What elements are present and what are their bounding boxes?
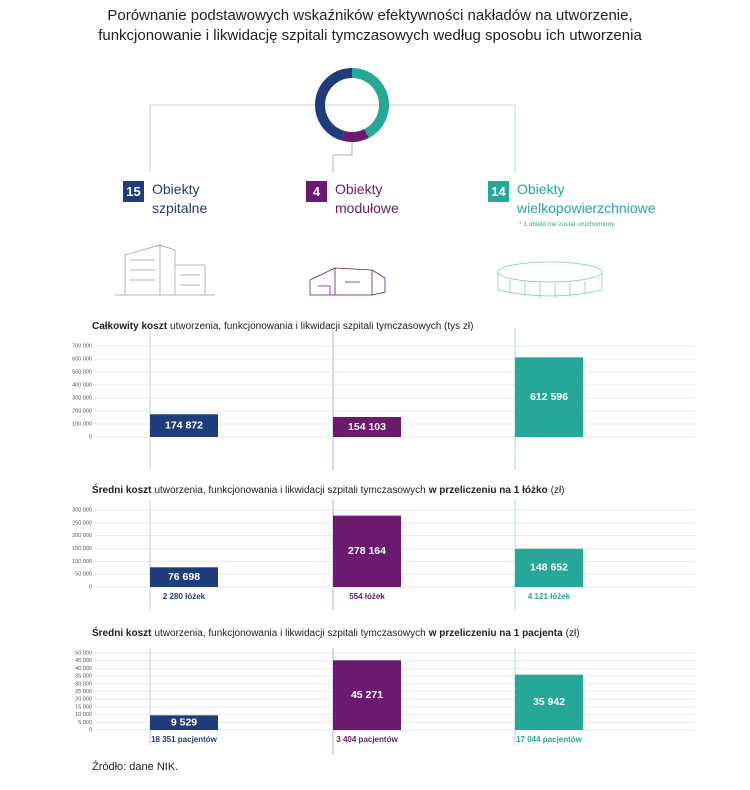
bar [150, 567, 218, 587]
value-label: 154 103 [348, 421, 386, 433]
y-tick-label: 35 000 [75, 674, 92, 680]
y-tick-label: 10 000 [75, 712, 92, 718]
group-count: 4 [306, 181, 327, 202]
bar [515, 357, 583, 437]
y-tick-label: 250 000 [72, 520, 92, 526]
y-tick-label: 40 000 [75, 666, 92, 672]
y-tick-label: 25 000 [75, 689, 92, 695]
title-part: Średni koszt [92, 626, 152, 639]
y-tick-label: 150 000 [72, 546, 92, 552]
y-tick-label: 100 000 [72, 559, 92, 565]
title: funkcjonowanie i likwidację szpitali tym… [98, 27, 642, 44]
note: * 1 obiekt nie został uruchomiony [519, 221, 615, 228]
group-label: Obiekty wielkopowierzchniowe [517, 181, 656, 216]
bar-sublabel: 18 351 pacjentów [151, 735, 218, 744]
title-part: utworzenia, funkcjonowania i likwidacji … [154, 485, 425, 496]
y-tick-label: 300 000 [72, 395, 92, 401]
value-label: 9 529 [171, 716, 197, 728]
connectors [149, 104, 516, 755]
title-part: utworzenia, funkcjonowania i likwidacji … [154, 628, 425, 639]
y-tick-label: 700 000 [72, 343, 92, 349]
title-part: Średni koszt [92, 483, 152, 496]
bar [150, 715, 218, 730]
title-part: utworzenia, funkcjonowania i likwidacji … [170, 321, 473, 332]
chart-title: Całkowity koszt utworzenia, funkcjonowani… [92, 321, 473, 332]
value-label: 612 596 [530, 391, 568, 403]
bar [150, 414, 218, 437]
title-part: w przeliczeniu na 1 pacjenta [428, 628, 563, 639]
y-tick-label: 100 000 [72, 421, 92, 427]
chart-title: Średni koszt utworzenia, funkcjonowania i… [92, 626, 580, 639]
title-part: (zł) [551, 485, 565, 496]
bar [515, 674, 583, 730]
title-part: w przeliczeniu na 1 łóżko [428, 485, 548, 496]
value-label: 174 872 [165, 419, 203, 431]
y-tick-label: 400 000 [72, 382, 92, 388]
value-label: 35 942 [533, 696, 565, 708]
y-tick-label: 20 000 [75, 697, 92, 703]
bar-sublabel: 554 łóżek [349, 592, 385, 601]
icon-modular [309, 267, 386, 296]
y-tick-label: 50 000 [75, 572, 92, 578]
bar [333, 416, 401, 437]
donut-segment [351, 68, 389, 138]
icon-stadium [497, 261, 603, 298]
donut-segment [341, 128, 369, 142]
y-tick-label: 15 000 [75, 704, 92, 710]
y-tick-label: 5 000 [78, 720, 92, 726]
bar-sublabel: 2 280 łóżek [163, 592, 206, 601]
bar [333, 660, 401, 730]
title: Porównanie podstawowych wskaźników efekt… [107, 7, 632, 24]
value-label: 278 164 [348, 545, 386, 557]
value-label: 76 698 [168, 571, 200, 583]
group-count: 15 [123, 181, 144, 202]
chart-title: Średni koszt utworzenia, funkcjonowania i… [92, 483, 565, 496]
y-tick-label: 500 000 [72, 369, 92, 375]
y-tick-label: 30 000 [75, 681, 92, 687]
icon-hospital [115, 244, 215, 296]
y-tick-label: 0 [89, 584, 92, 590]
y-tick-label: 200 000 [72, 533, 92, 539]
source: Źródło: dane NIK. [92, 760, 178, 773]
y-tick-label: 50 000 [75, 650, 92, 656]
y-tick-label: 0 [89, 727, 92, 733]
bar-sublabel: 4 121 łóżek [528, 592, 571, 601]
y-tick-label: 600 000 [72, 356, 92, 362]
bar [333, 515, 401, 587]
group-label: Obiekty szpitalne [152, 181, 208, 216]
value-label: 45 271 [351, 689, 383, 701]
group-count: 14 [488, 181, 509, 202]
y-tick-label: 45 000 [75, 658, 92, 664]
bar-sublabel: 17 044 pacjentów [516, 735, 583, 744]
bar [515, 548, 583, 587]
donut-segment [315, 68, 353, 141]
y-tick-label: 0 [89, 434, 92, 440]
bar-sublabel: 3 404 pacjentów [336, 735, 398, 744]
y-tick-label: 200 000 [72, 408, 92, 414]
value-label: 148 652 [530, 562, 568, 574]
group-label: Obiekty modułowe [335, 181, 399, 216]
title-part: (zł) [566, 628, 580, 639]
title-part: Całkowity koszt [92, 321, 168, 332]
y-tick-label: 300 000 [72, 507, 92, 513]
